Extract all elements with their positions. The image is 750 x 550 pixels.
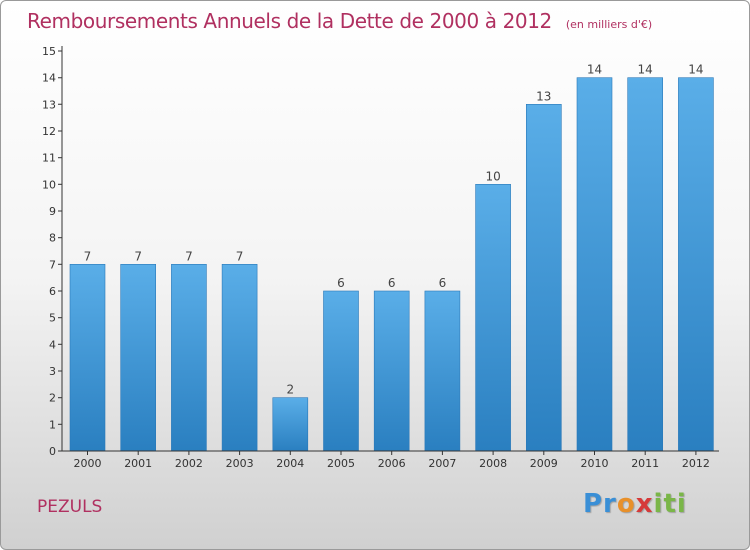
- data-label-2007: 6: [439, 276, 447, 290]
- y-tick-label-5: 5: [49, 312, 56, 325]
- y-tick-label-15: 15: [42, 45, 56, 58]
- bar-2002: [171, 263, 207, 452]
- data-label-2012: 14: [688, 63, 703, 77]
- data-label-2003: 7: [236, 249, 244, 263]
- commune-name: PEZULS: [37, 497, 103, 517]
- data-label-2004: 2: [286, 383, 294, 397]
- bar-2004: [272, 397, 309, 452]
- bar-2012: [678, 77, 714, 452]
- y-tick-label-8: 8: [49, 232, 56, 245]
- x-tick-label-2007: 2007: [428, 457, 456, 470]
- y-tick-label-7: 7: [49, 258, 56, 271]
- data-label-2010: 14: [587, 63, 602, 77]
- y-tick-label-11: 11: [42, 152, 56, 165]
- proxiti-logo: Proxiti: [583, 489, 687, 519]
- data-label-2009: 13: [536, 89, 551, 103]
- data-label-2008: 10: [485, 169, 500, 183]
- y-tick-label-0: 0: [49, 445, 56, 458]
- y-tick-label-6: 6: [49, 285, 56, 298]
- bars-group: 7 7 7 7 2 6 6 6 10 13 14 14 14: [69, 63, 714, 452]
- bar-2010: [576, 77, 613, 452]
- y-tick-label-14: 14: [42, 72, 56, 85]
- bar-2007: [424, 290, 461, 452]
- bar-2000: [69, 263, 106, 452]
- data-label-2005: 6: [337, 276, 345, 290]
- x-tick-label-2011: 2011: [631, 457, 659, 470]
- y-tick-label-10: 10: [42, 178, 56, 191]
- x-tick-label-2005: 2005: [327, 457, 355, 470]
- chart-title-unit: (en milliers d'€): [565, 18, 653, 31]
- data-label-2006: 6: [388, 276, 396, 290]
- data-label-2002: 7: [185, 249, 193, 263]
- x-tick-label-2012: 2012: [682, 457, 710, 470]
- y-tick-label-3: 3: [49, 365, 56, 378]
- y-tick-label-13: 13: [42, 98, 56, 111]
- y-tick-label-9: 9: [49, 205, 56, 218]
- bar-2011: [627, 77, 664, 452]
- chart-title: Remboursements Annuels de la Dette de 20…: [27, 9, 652, 33]
- y-tick-label-4: 4: [49, 338, 56, 351]
- data-label-2001: 7: [134, 249, 142, 263]
- x-tick-label-2006: 2006: [378, 457, 406, 470]
- x-tick-label-2000: 2000: [74, 457, 102, 470]
- x-tick-label-2004: 2004: [276, 457, 304, 470]
- axes-group: 2000 2001 2002 2003 2004 2005 2006 2007 2008 2009…: [42, 45, 719, 470]
- x-tick-label-2003: 2003: [226, 457, 254, 470]
- y-tick-label-12: 12: [42, 125, 56, 138]
- bar-2005: [323, 290, 359, 452]
- bar-2009: [525, 104, 562, 452]
- x-tick-label-2010: 2010: [581, 457, 609, 470]
- x-tick-label-2002: 2002: [175, 457, 203, 470]
- bar-2006: [373, 290, 410, 452]
- bar-2003: [221, 263, 258, 452]
- y-tick-label-1: 1: [49, 418, 56, 431]
- bar-2001: [120, 263, 156, 452]
- x-tick-label-2001: 2001: [124, 457, 152, 470]
- x-tick-label-2009: 2009: [530, 457, 558, 470]
- chart-title-main: Remboursements Annuels de la Dette de 20…: [27, 9, 552, 33]
- x-tick-label-2008: 2008: [479, 457, 507, 470]
- bar-2008: [475, 184, 511, 452]
- data-label-2011: 14: [638, 63, 653, 77]
- y-tick-label-2: 2: [49, 392, 56, 405]
- data-label-2000: 7: [84, 249, 92, 263]
